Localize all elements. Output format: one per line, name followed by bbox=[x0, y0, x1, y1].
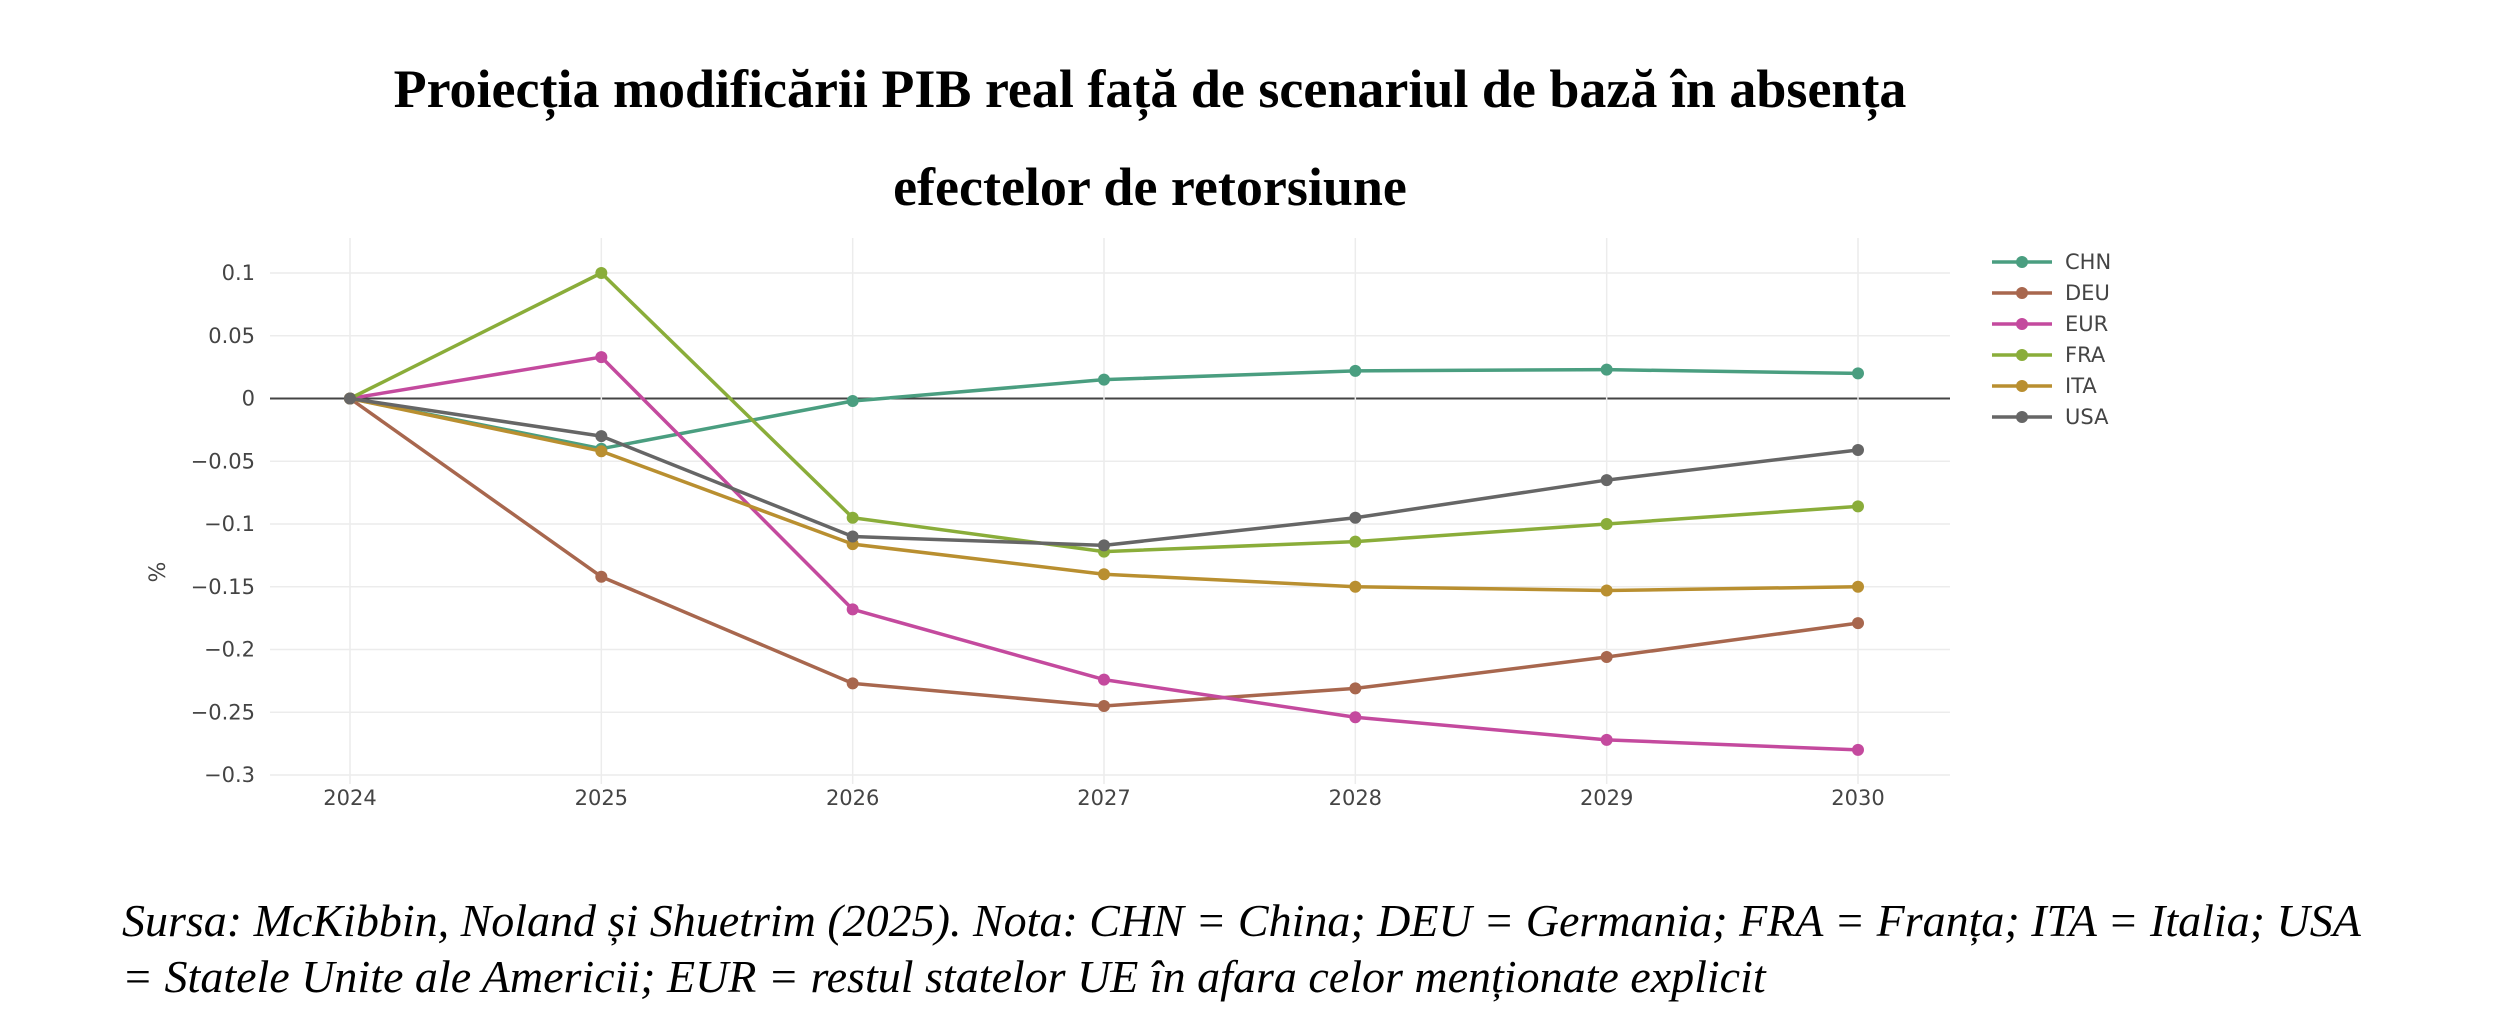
legend-item-fra: FRA bbox=[1992, 343, 2106, 367]
legend-label: EUR bbox=[2065, 312, 2108, 336]
series-lines bbox=[344, 267, 1864, 756]
y-tick-label: 0.1 bbox=[222, 261, 255, 285]
legend-label: DEU bbox=[2065, 281, 2110, 305]
x-tick-label: 2028 bbox=[1329, 786, 1382, 810]
legend-label: CHN bbox=[2065, 250, 2111, 274]
data-point-fra bbox=[1349, 535, 1362, 548]
legend-item-eur: EUR bbox=[1992, 312, 2108, 336]
legend-swatch-marker bbox=[2016, 349, 2028, 361]
legend-swatch-marker bbox=[2016, 256, 2028, 268]
data-point-usa bbox=[1098, 539, 1110, 552]
series-deu bbox=[344, 392, 1864, 712]
y-tick-label: −0.1 bbox=[204, 512, 255, 536]
data-point-usa bbox=[1852, 443, 1864, 456]
data-point-eur bbox=[595, 351, 608, 364]
data-point-chn bbox=[1098, 373, 1110, 386]
legend-label: ITA bbox=[2065, 374, 2097, 398]
data-point-ita bbox=[1600, 584, 1613, 597]
y-axis-label: % bbox=[146, 562, 171, 583]
legend-swatch-marker bbox=[2016, 318, 2028, 330]
data-point-eur bbox=[1600, 733, 1613, 746]
data-point-eur bbox=[846, 603, 859, 616]
legend-label: FRA bbox=[2065, 343, 2106, 367]
legend: CHN DEU EUR FRA ITA USA bbox=[1992, 250, 2111, 429]
y-tick-label: −0.15 bbox=[191, 575, 255, 599]
data-point-ita bbox=[1349, 580, 1362, 593]
data-point-ita bbox=[595, 445, 608, 458]
data-point-deu bbox=[595, 570, 608, 583]
x-tick-label: 2030 bbox=[1831, 786, 1884, 810]
data-point-chn bbox=[1852, 367, 1864, 380]
y-tick-label: 0 bbox=[242, 387, 255, 411]
legend-label: USA bbox=[2065, 405, 2109, 429]
y-tick-label: −0.2 bbox=[204, 638, 255, 662]
legend-item-chn: CHN bbox=[1992, 250, 2111, 274]
data-point-eur bbox=[1349, 711, 1362, 724]
data-point-deu bbox=[1098, 699, 1110, 712]
data-point-usa bbox=[1600, 474, 1613, 487]
data-point-ita bbox=[1098, 568, 1110, 581]
data-point-deu bbox=[1600, 651, 1613, 664]
series-usa bbox=[344, 392, 1864, 552]
data-point-fra bbox=[1852, 500, 1864, 513]
data-point-eur bbox=[1852, 743, 1864, 756]
data-point-usa bbox=[595, 430, 608, 443]
data-point-deu bbox=[846, 677, 859, 690]
grid bbox=[270, 238, 1950, 784]
data-point-eur bbox=[1098, 673, 1110, 686]
legend-item-deu: DEU bbox=[1992, 281, 2110, 305]
legend-item-ita: ITA bbox=[1992, 374, 2097, 398]
source-note: Sursa: McKibbin, Noland și Shuetrim (202… bbox=[122, 895, 2360, 1002]
legend-item-usa: USA bbox=[1992, 405, 2109, 429]
y-tick-label: −0.05 bbox=[191, 449, 255, 473]
data-point-chn bbox=[1349, 364, 1362, 377]
x-tick-label: 2026 bbox=[826, 786, 879, 810]
data-point-chn bbox=[846, 395, 859, 408]
y-tick-label: 0.05 bbox=[208, 324, 255, 348]
legend-swatch-marker bbox=[2016, 411, 2028, 423]
data-point-fra bbox=[595, 267, 608, 279]
data-point-usa bbox=[344, 392, 356, 405]
data-point-usa bbox=[846, 530, 859, 543]
legend-swatch-marker bbox=[2016, 380, 2028, 392]
y-tick-label: −0.3 bbox=[204, 763, 255, 787]
line-chart: 0.1 0.05 0 −0.05 −0.1 −0.15 −0.2 −0.25 −0.3 2024… bbox=[146, 238, 2111, 810]
chart-title: Proiecția modificării PIB real față de s… bbox=[393, 59, 1907, 217]
x-tick-label: 2025 bbox=[575, 786, 628, 810]
data-point-fra bbox=[846, 511, 859, 524]
data-point-ita bbox=[1852, 580, 1864, 593]
data-point-chn bbox=[1600, 363, 1613, 376]
data-point-fra bbox=[1600, 518, 1613, 530]
y-tick-label: −0.25 bbox=[191, 700, 255, 724]
y-axis-ticks: 0.1 0.05 0 −0.05 −0.1 −0.15 −0.2 −0.25 −0.3 bbox=[191, 261, 255, 787]
x-axis-ticks: 2024 2025 2026 2027 2028 2029 2030 bbox=[323, 786, 1884, 810]
x-tick-label: 2024 bbox=[323, 786, 376, 810]
legend-swatch-marker bbox=[2016, 287, 2028, 299]
x-tick-label: 2027 bbox=[1077, 786, 1130, 810]
x-tick-label: 2029 bbox=[1580, 786, 1633, 810]
data-point-deu bbox=[1852, 617, 1864, 630]
data-point-deu bbox=[1349, 682, 1362, 695]
data-point-usa bbox=[1349, 511, 1362, 524]
